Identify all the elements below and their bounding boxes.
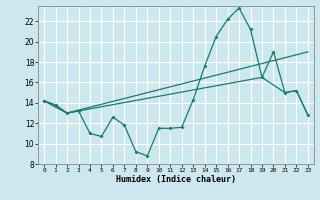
X-axis label: Humidex (Indice chaleur): Humidex (Indice chaleur) xyxy=(116,175,236,184)
